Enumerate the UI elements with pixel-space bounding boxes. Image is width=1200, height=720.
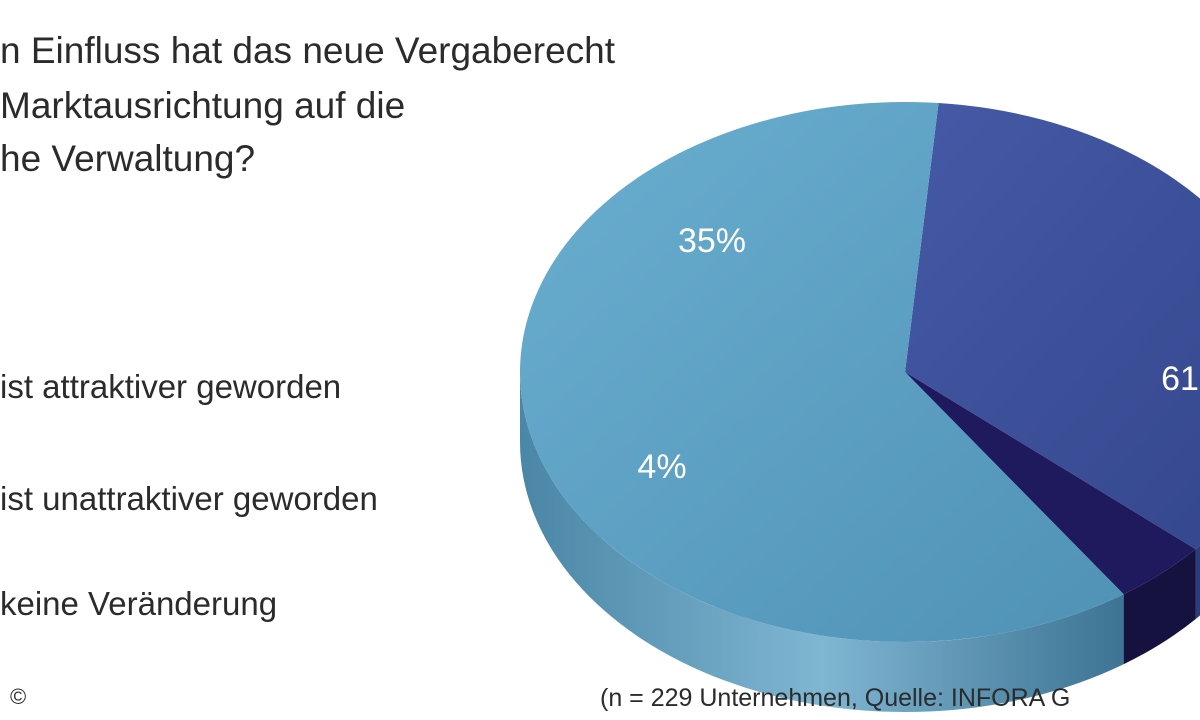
data-label-keine: 61 (1161, 360, 1199, 398)
title-line-3: he Verwaltung? (0, 138, 256, 179)
slice-keine (519, 102, 1124, 643)
data-label-unattraktiver: 4% (637, 448, 686, 486)
slice-attraktiver (905, 103, 1200, 550)
legend-item-unattraktiver: ist unattraktiver geworden (0, 480, 378, 517)
slice-attraktiver-side (1195, 545, 1200, 620)
data-label-attraktiver: 35% (678, 222, 746, 260)
slice-unattraktiver-side (1123, 549, 1196, 665)
copyright-mark: © (10, 684, 27, 709)
legend-item-keine: keine Veränderung (0, 585, 278, 622)
source-note: (n = 229 Unternehmen, Quelle: INFORA G (600, 684, 1071, 712)
legend-item-attraktiver: ist attraktiver geworden (0, 368, 342, 405)
title-line-2: Marktausrichtung auf die (0, 85, 406, 126)
slice-unattraktiver (905, 372, 1196, 595)
title-line-1: n Einfluss hat das neue Vergaberecht (0, 30, 616, 71)
slice-keine-side (520, 372, 1124, 712)
